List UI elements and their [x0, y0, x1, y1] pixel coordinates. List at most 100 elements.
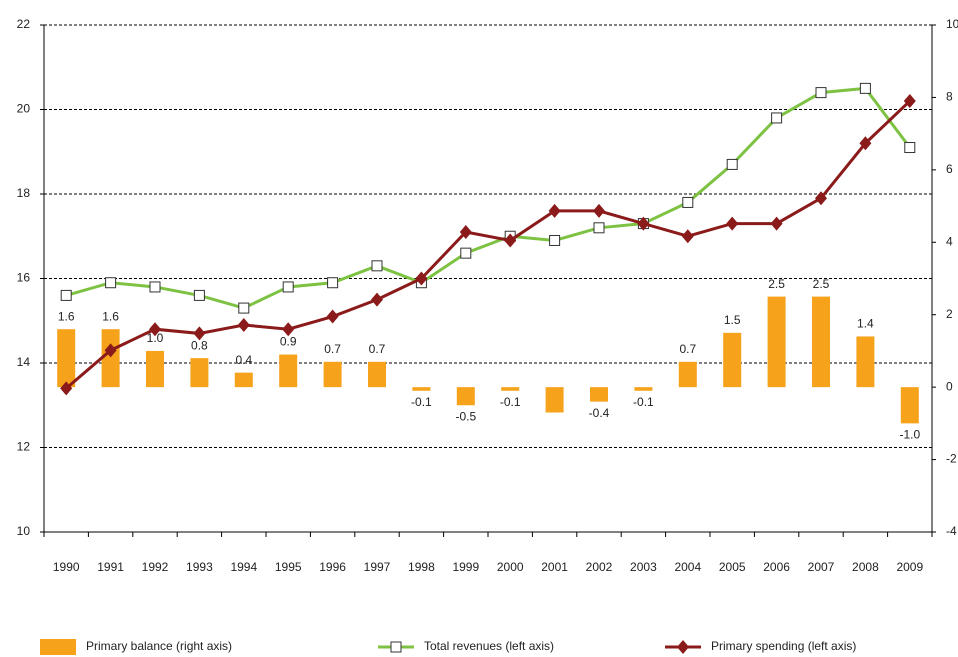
marker	[326, 309, 339, 324]
y2-tick-label: 6	[946, 162, 953, 176]
x-tick-label: 2000	[497, 560, 524, 574]
marker	[593, 222, 605, 234]
bar	[101, 329, 120, 388]
x-tick-label: 1996	[319, 560, 346, 574]
marker	[904, 142, 916, 154]
data-label: -1.0	[899, 428, 920, 442]
bar	[368, 361, 386, 388]
marker	[60, 381, 73, 396]
data-label: 1.6	[102, 309, 119, 323]
y-tick-label: 14	[17, 355, 31, 369]
marker	[238, 302, 250, 314]
y-tick-label: 12	[17, 440, 31, 454]
data-label: 2.5	[813, 277, 830, 291]
x-tick-label: 1992	[142, 560, 169, 574]
x-tick-label: 2004	[674, 560, 701, 574]
y2-tick-label: 10	[946, 17, 958, 31]
x-tick-label: 2007	[808, 560, 835, 574]
bar	[146, 350, 164, 388]
marker	[903, 94, 916, 109]
marker	[771, 112, 783, 124]
x-tick-label: 2003	[630, 560, 657, 574]
marker	[859, 136, 872, 151]
x-tick-label: 1997	[364, 560, 391, 574]
marker	[593, 203, 605, 218]
marker	[60, 289, 72, 301]
marker	[237, 317, 250, 332]
x-tick-label: 2008	[852, 560, 879, 574]
data-label: 0.7	[324, 342, 341, 356]
y2-tick-label: 4	[946, 234, 953, 248]
x-tick-label: 1991	[97, 560, 124, 574]
line	[65, 86, 911, 310]
marker	[681, 229, 694, 244]
marker	[371, 292, 383, 307]
marker	[726, 158, 738, 170]
x-tick-label: 1993	[186, 560, 213, 574]
bar	[678, 361, 697, 388]
y-tick-label: 20	[17, 102, 31, 116]
legend-label: Total revenues (left axis)	[424, 639, 554, 653]
bar	[856, 336, 875, 388]
y-tick-label: 18	[17, 186, 31, 200]
legend-label: Primary spending (left axis)	[711, 639, 856, 653]
bar	[723, 332, 742, 388]
y2-tick-label: 0	[946, 379, 953, 393]
bar	[634, 387, 653, 391]
data-label: 0.4	[235, 353, 252, 367]
y-tick-label: 10	[17, 524, 31, 538]
bar	[900, 387, 919, 424]
bar	[190, 358, 209, 388]
data-label: 1.6	[58, 309, 75, 323]
marker	[815, 87, 827, 99]
data-label: 2.5	[768, 277, 785, 291]
legend-marker	[677, 640, 689, 654]
x-tick-label: 2006	[763, 560, 790, 574]
marker	[282, 281, 294, 293]
bar	[812, 296, 830, 388]
marker	[327, 277, 339, 289]
marker	[105, 277, 117, 289]
y-tick-label: 16	[17, 271, 31, 285]
marker	[548, 203, 561, 218]
x-tick-label: 2005	[719, 560, 746, 574]
data-label: -0.1	[633, 395, 654, 409]
data-label: 0.7	[679, 342, 696, 356]
data-label: 1.0	[147, 331, 164, 345]
marker	[770, 216, 783, 231]
marker	[726, 216, 739, 231]
marker	[460, 247, 472, 259]
bar	[57, 329, 76, 388]
marker	[459, 225, 472, 240]
bar	[323, 361, 342, 388]
data-label: -0.5	[455, 409, 476, 423]
marker	[104, 343, 117, 358]
marker	[371, 260, 383, 272]
legend-marker	[390, 641, 402, 653]
y2-tick-label: 8	[946, 90, 953, 104]
data-label: 1.5	[724, 313, 741, 327]
bar	[501, 387, 520, 391]
line	[65, 99, 911, 390]
x-tick-label: 1999	[452, 560, 479, 574]
marker	[415, 271, 428, 286]
x-tick-label: 2001	[541, 560, 568, 574]
y2-tick-label: -2	[946, 452, 957, 466]
marker	[193, 326, 206, 341]
data-label: -0.1	[411, 395, 432, 409]
bar	[279, 354, 298, 388]
marker	[504, 233, 517, 248]
marker	[682, 196, 694, 208]
legend-label: Primary balance (right axis)	[86, 639, 232, 653]
marker	[637, 216, 650, 231]
data-label: 1.4	[857, 317, 874, 331]
y2-tick-label: 2	[946, 307, 953, 321]
x-tick-label: 2002	[586, 560, 613, 574]
marker	[282, 322, 295, 337]
bar	[767, 296, 786, 388]
legend-swatch	[40, 639, 76, 655]
marker	[149, 281, 161, 293]
data-label: 0.7	[369, 342, 386, 356]
bar	[412, 387, 431, 391]
y-tick-label: 22	[17, 17, 31, 31]
